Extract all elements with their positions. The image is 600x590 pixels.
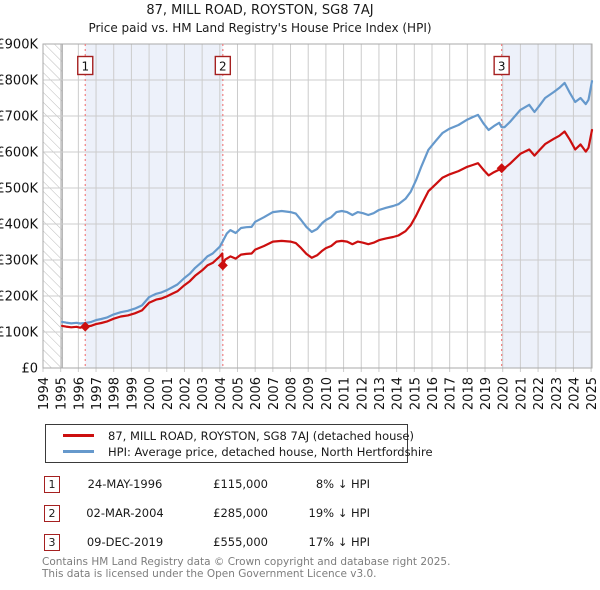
legend-item-property: 87, MILL ROAD, ROYSTON, SG8 7AJ (detache… xyxy=(46,428,414,443)
svg-text:2011: 2011 xyxy=(338,377,353,410)
sale-row-2: 2 02-MAR-2004 £285,000 19% ↓ HPI xyxy=(0,505,600,522)
svg-text:£100K: £100K xyxy=(0,326,38,341)
owned-period-shading xyxy=(85,44,592,368)
sale-number-badge: 2 xyxy=(44,505,60,522)
svg-text:2016: 2016 xyxy=(426,377,441,410)
svg-text:2014: 2014 xyxy=(391,377,406,410)
svg-text:2001: 2001 xyxy=(161,377,176,410)
sale-marker-dots xyxy=(80,163,507,332)
page-subtitle: Price paid vs. HM Land Registry's House … xyxy=(88,21,432,35)
svg-text:2003: 2003 xyxy=(196,377,211,410)
sale-price: £115,000 xyxy=(213,477,268,491)
svg-text:2010: 2010 xyxy=(320,377,335,410)
svg-text:2021: 2021 xyxy=(514,377,529,410)
sale-price: £555,000 xyxy=(213,535,268,549)
svg-text:2006: 2006 xyxy=(249,377,264,410)
copyright-footer: Contains HM Land Registry data © Crown c… xyxy=(42,556,451,580)
sale-number-badge: 1 xyxy=(44,476,60,493)
sale-number-badge: 3 xyxy=(44,534,60,551)
svg-text:£700K: £700K xyxy=(0,110,38,125)
legend-line-swatch-hpi xyxy=(63,450,94,453)
sale-row-3: 3 09-DEC-2019 £555,000 17% ↓ HPI xyxy=(0,534,600,551)
chart-legend: 87, MILL ROAD, ROYSTON, SG8 7AJ (detache… xyxy=(45,424,433,463)
sale-date-vlines xyxy=(84,44,503,368)
svg-text:£300K: £300K xyxy=(0,254,38,269)
sale-hpi-diff: 19% ↓ HPI xyxy=(308,506,370,520)
svg-text:1999: 1999 xyxy=(125,377,140,410)
hpi-line xyxy=(60,79,594,325)
x-axis-labels: 1994 1995 1996 1997 1998 1999 2000 2001 2002 2003… xyxy=(37,377,600,410)
page-title: 87, MILL ROAD, ROYSTON, SG8 7AJ xyxy=(146,3,374,18)
footer-line-2: This data is licensed under the Open Gov… xyxy=(42,567,377,580)
svg-text:2024: 2024 xyxy=(567,377,582,410)
no-data-hatch-region xyxy=(43,44,63,368)
svg-text:2019: 2019 xyxy=(479,377,494,410)
legend-label-hpi: HPI: Average price, detached house, Nort… xyxy=(108,444,433,459)
price-chart: 1 2 3 £0 £100K £200K £300K £400K £500K £600K £700K… xyxy=(0,38,600,411)
svg-text:2020: 2020 xyxy=(497,377,512,410)
svg-text:£500K: £500K xyxy=(0,182,38,197)
svg-text:£600K: £600K xyxy=(0,146,38,161)
svg-text:£200K: £200K xyxy=(0,290,38,305)
svg-text:2007: 2007 xyxy=(267,377,282,410)
svg-text:2012: 2012 xyxy=(355,377,370,410)
svg-text:2009: 2009 xyxy=(302,377,317,410)
svg-text:1994: 1994 xyxy=(37,377,52,410)
svg-text:£900K: £900K xyxy=(0,38,38,53)
svg-text:3: 3 xyxy=(498,60,506,74)
property-price-line xyxy=(60,128,594,329)
svg-text:2002: 2002 xyxy=(178,377,193,410)
sale-hpi-diff: 8% ↓ HPI xyxy=(315,477,370,491)
svg-text:2004: 2004 xyxy=(214,377,229,410)
svg-text:2022: 2022 xyxy=(532,377,547,410)
legend-label-property: 87, MILL ROAD, ROYSTON, SG8 7AJ (detache… xyxy=(108,428,414,443)
sale-hpi-diff: 17% ↓ HPI xyxy=(308,535,370,549)
legend-line-swatch-property xyxy=(63,434,94,437)
svg-text:2008: 2008 xyxy=(285,377,300,410)
sale-date: 09-DEC-2019 xyxy=(86,535,164,549)
svg-text:£0: £0 xyxy=(21,362,38,377)
svg-text:£400K: £400K xyxy=(0,218,38,233)
sale-date: 02-MAR-2004 xyxy=(86,506,164,520)
svg-text:2025: 2025 xyxy=(585,377,600,410)
svg-text:2023: 2023 xyxy=(550,377,565,410)
sale-price: £285,000 xyxy=(213,506,268,520)
svg-text:2005: 2005 xyxy=(231,377,246,410)
svg-text:2015: 2015 xyxy=(408,377,423,410)
sale-marker-flags: 1 2 3 xyxy=(77,55,510,76)
legend-item-hpi: HPI: Average price, detached house, Nort… xyxy=(46,444,433,459)
svg-text:2013: 2013 xyxy=(373,377,388,410)
footer-line-1: Contains HM Land Registry data © Crown c… xyxy=(42,556,451,568)
y-axis-labels: £0 £100K £200K £300K £400K £500K £600K £700K £80… xyxy=(0,38,38,377)
svg-text:2000: 2000 xyxy=(143,377,158,410)
svg-text:1996: 1996 xyxy=(72,377,87,410)
svg-text:1997: 1997 xyxy=(90,377,105,410)
svg-text:2: 2 xyxy=(219,60,227,74)
svg-text:£800K: £800K xyxy=(0,74,38,89)
svg-text:1: 1 xyxy=(81,60,89,74)
sale-row-1: 1 24-MAY-1996 £115,000 8% ↓ HPI xyxy=(0,476,600,493)
sale-date: 24-MAY-1996 xyxy=(87,477,163,491)
svg-text:2018: 2018 xyxy=(461,377,476,410)
svg-text:2017: 2017 xyxy=(444,377,459,410)
svg-text:1998: 1998 xyxy=(108,377,123,410)
svg-text:1995: 1995 xyxy=(55,377,70,410)
plot-border xyxy=(42,43,593,369)
